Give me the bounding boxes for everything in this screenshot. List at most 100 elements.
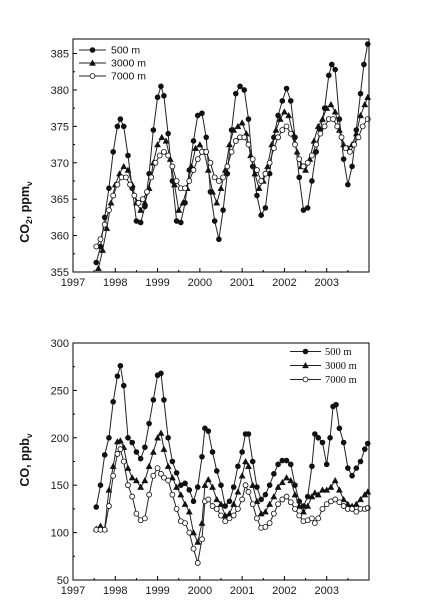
co-point-3000m bbox=[253, 497, 261, 504]
co2-point-500m bbox=[245, 116, 252, 122]
co2-point-3000m bbox=[361, 101, 369, 108]
co2-point-500m bbox=[190, 138, 197, 144]
co2-point-500m bbox=[340, 156, 347, 162]
co-point-7000m bbox=[190, 545, 197, 552]
co2-line-7000m bbox=[95, 118, 369, 247]
co2-point-500m bbox=[137, 219, 144, 226]
co-y-tick-label: 100 bbox=[51, 528, 69, 540]
co-point-500m bbox=[106, 434, 112, 441]
co2-point-7000m bbox=[232, 138, 239, 144]
co2-point-3000m bbox=[209, 188, 216, 195]
co2-point-7000m bbox=[148, 174, 155, 181]
co-point-3000m bbox=[194, 538, 202, 545]
co-axes-frame bbox=[72, 342, 370, 581]
co-point-500m bbox=[336, 425, 343, 432]
co-point-500m bbox=[205, 428, 212, 434]
co-legend-marker-3000m bbox=[302, 361, 309, 369]
co-point-500m bbox=[361, 446, 368, 452]
co2-point-3000m bbox=[323, 104, 331, 111]
co2-point-500m bbox=[304, 205, 311, 211]
co2-point-3000m bbox=[280, 108, 288, 115]
co-y-tick-label: 50 bbox=[57, 575, 69, 587]
co2-point-3000m bbox=[204, 166, 212, 173]
co-point-500m bbox=[158, 370, 164, 377]
co-point-7000m bbox=[266, 520, 273, 527]
co2-point-7000m bbox=[266, 159, 273, 166]
co-point-3000m bbox=[137, 483, 145, 490]
co2-point-3000m bbox=[255, 184, 263, 191]
co-point-3000m bbox=[274, 483, 282, 490]
co-point-3000m bbox=[157, 429, 165, 436]
co2-point-500m bbox=[154, 94, 161, 101]
co2-x-tick-label: 2001 bbox=[230, 277, 254, 289]
co2-point-500m bbox=[237, 83, 243, 90]
co2-point-7000m bbox=[165, 152, 172, 159]
co2-point-500m bbox=[125, 152, 131, 159]
co2-point-500m bbox=[275, 112, 281, 119]
co-point-500m bbox=[194, 484, 201, 490]
co-point-7000m bbox=[279, 496, 286, 503]
co-point-500m bbox=[287, 461, 294, 468]
co-point-7000m bbox=[129, 493, 136, 500]
co2-point-7000m bbox=[211, 174, 218, 181]
co2-legend-marker-7000m bbox=[89, 73, 96, 79]
co-point-3000m bbox=[185, 508, 193, 515]
co2-legend: 500 m 3000 m 7000 m bbox=[79, 45, 146, 83]
co2-point-500m bbox=[328, 61, 335, 68]
co2-point-7000m bbox=[220, 174, 227, 181]
co-point-7000m bbox=[254, 515, 260, 522]
co-series-7000m bbox=[93, 446, 371, 566]
co2-point-500m bbox=[287, 98, 294, 104]
co-point-500m bbox=[283, 457, 290, 464]
co2-point-3000m bbox=[175, 206, 183, 213]
co2-point-3000m bbox=[238, 119, 246, 126]
co-point-500m bbox=[327, 434, 333, 441]
co-point-3000m bbox=[300, 508, 307, 515]
co-point-3000m bbox=[249, 481, 257, 488]
co-point-3000m bbox=[173, 483, 181, 490]
co2-x-ticks: 1997 1998 1999 2000 2001 2002 2003 bbox=[61, 268, 349, 289]
co2-point-7000m bbox=[135, 199, 142, 206]
co2-point-500m bbox=[220, 207, 226, 213]
co2-point-3000m bbox=[94, 264, 102, 272]
co-point-7000m bbox=[158, 470, 164, 477]
co2-point-7000m bbox=[228, 148, 235, 155]
co-point-500m bbox=[199, 453, 205, 460]
co2-point-7000m bbox=[144, 189, 150, 195]
co2-point-7000m bbox=[309, 152, 315, 159]
co-point-7000m bbox=[209, 503, 216, 509]
co2-point-500m bbox=[93, 259, 100, 266]
co-point-3000m bbox=[331, 476, 339, 484]
co2-point-500m bbox=[114, 123, 121, 130]
co2-point-7000m bbox=[304, 159, 311, 166]
co-legend-entry-500m: 500 m bbox=[290, 347, 352, 358]
co2-point-3000m bbox=[137, 206, 145, 213]
co-point-500m bbox=[271, 471, 277, 477]
co2-point-7000m bbox=[296, 156, 303, 163]
co2-point-3000m bbox=[141, 199, 149, 206]
co-x-tick-label: 2002 bbox=[272, 585, 296, 597]
co2-point-7000m bbox=[127, 181, 133, 188]
co2-point-7000m bbox=[347, 148, 353, 155]
co2-point-500m bbox=[283, 85, 290, 92]
co-point-500m bbox=[319, 439, 326, 446]
co2-point-7000m bbox=[321, 123, 328, 130]
co-x-ticks: 1997 1998 1999 2000 2001 2002 2003 bbox=[61, 576, 349, 597]
co-legend-entry-3000m: 3000 m bbox=[290, 361, 357, 372]
co-point-3000m bbox=[283, 474, 290, 481]
co-point-500m bbox=[230, 484, 237, 490]
co2-series bbox=[93, 41, 372, 272]
co2-y-tick-label: 370 bbox=[51, 158, 69, 170]
co-point-7000m bbox=[235, 505, 241, 512]
co2-y-tick-label: 385 bbox=[51, 49, 69, 61]
co2-point-7000m bbox=[241, 134, 248, 141]
co-point-500m bbox=[357, 458, 364, 465]
co-point-3000m bbox=[164, 462, 172, 469]
co2-legend-marker-3000m bbox=[89, 59, 96, 66]
co-point-500m bbox=[125, 434, 131, 441]
co2-point-3000m bbox=[171, 181, 178, 188]
co-point-500m bbox=[353, 465, 360, 471]
co2-point-500m bbox=[262, 205, 269, 211]
co-point-3000m bbox=[278, 478, 286, 486]
